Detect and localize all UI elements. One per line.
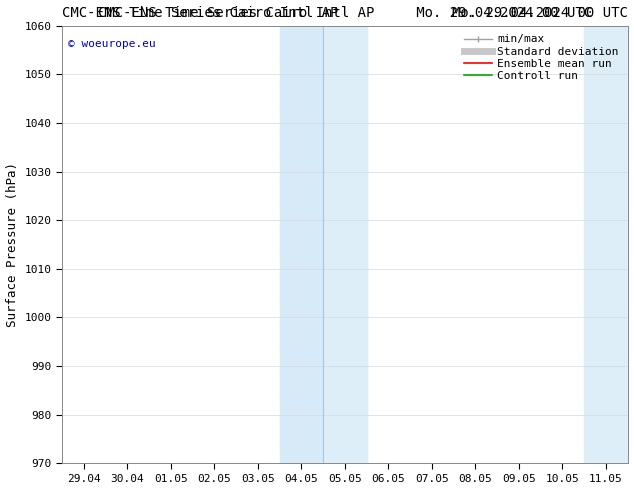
Y-axis label: Surface Pressure (hPa): Surface Pressure (hPa) bbox=[6, 162, 19, 327]
Legend: min/max, Standard deviation, Ensemble mean run, Controll run: min/max, Standard deviation, Ensemble me… bbox=[461, 31, 622, 84]
Bar bbox=[585, 25, 628, 464]
Title: CMC-ENS Time Series Cairo Intl AP     Mo. 29.04.2024 00 UTC: CMC-ENS Time Series Cairo Intl AP Mo. 29… bbox=[98, 6, 592, 20]
Text: © woeurope.eu: © woeurope.eu bbox=[68, 39, 155, 49]
Bar bbox=[280, 25, 366, 464]
Bar bbox=[323, 25, 366, 464]
Text: Mo. 29.04.2024 00 UTC: Mo. 29.04.2024 00 UTC bbox=[452, 6, 628, 20]
Text: CMC-ENS Time Series Cairo Intl AP: CMC-ENS Time Series Cairo Intl AP bbox=[62, 6, 339, 20]
